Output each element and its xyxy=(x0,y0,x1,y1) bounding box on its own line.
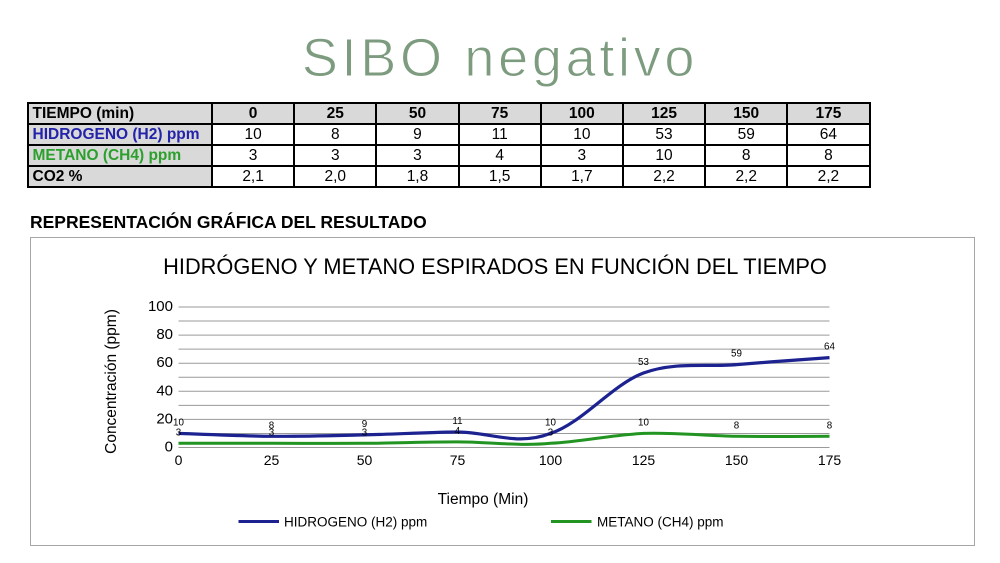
svg-text:50: 50 xyxy=(357,452,373,468)
svg-text:3: 3 xyxy=(548,427,554,438)
svg-text:125: 125 xyxy=(632,452,656,468)
svg-text:100: 100 xyxy=(539,452,563,468)
svg-text:3: 3 xyxy=(362,427,368,438)
svg-text:8: 8 xyxy=(734,420,740,431)
svg-text:Concentración (ppm): Concentración (ppm) xyxy=(103,309,120,454)
svg-text:Tiempo (Min): Tiempo (Min) xyxy=(438,491,529,508)
svg-text:53: 53 xyxy=(638,357,649,368)
svg-text:150: 150 xyxy=(725,452,749,468)
svg-text:METANO (CH4) ppm: METANO (CH4) ppm xyxy=(597,515,724,530)
svg-text:3: 3 xyxy=(269,427,275,438)
svg-text:80: 80 xyxy=(156,326,173,343)
svg-text:75: 75 xyxy=(450,452,466,468)
svg-text:175: 175 xyxy=(818,452,842,468)
svg-text:4: 4 xyxy=(455,426,461,437)
svg-text:11: 11 xyxy=(452,416,462,427)
svg-text:64: 64 xyxy=(824,342,835,353)
svg-text:0: 0 xyxy=(165,439,173,456)
svg-text:60: 60 xyxy=(156,354,173,371)
svg-text:10: 10 xyxy=(545,417,556,428)
svg-text:HIDROGENO (H2) ppm: HIDROGENO (H2) ppm xyxy=(284,515,427,530)
svg-text:8: 8 xyxy=(827,420,833,431)
svg-text:0: 0 xyxy=(175,452,183,468)
svg-text:40: 40 xyxy=(156,382,173,399)
svg-text:20: 20 xyxy=(156,410,173,427)
svg-text:25: 25 xyxy=(264,452,280,468)
svg-text:10: 10 xyxy=(638,417,649,428)
svg-text:59: 59 xyxy=(731,349,742,360)
svg-text:8: 8 xyxy=(269,420,275,431)
svg-text:3: 3 xyxy=(176,427,182,438)
svg-text:9: 9 xyxy=(362,419,367,430)
svg-text:100: 100 xyxy=(148,298,173,315)
svg-text:10: 10 xyxy=(173,417,184,428)
